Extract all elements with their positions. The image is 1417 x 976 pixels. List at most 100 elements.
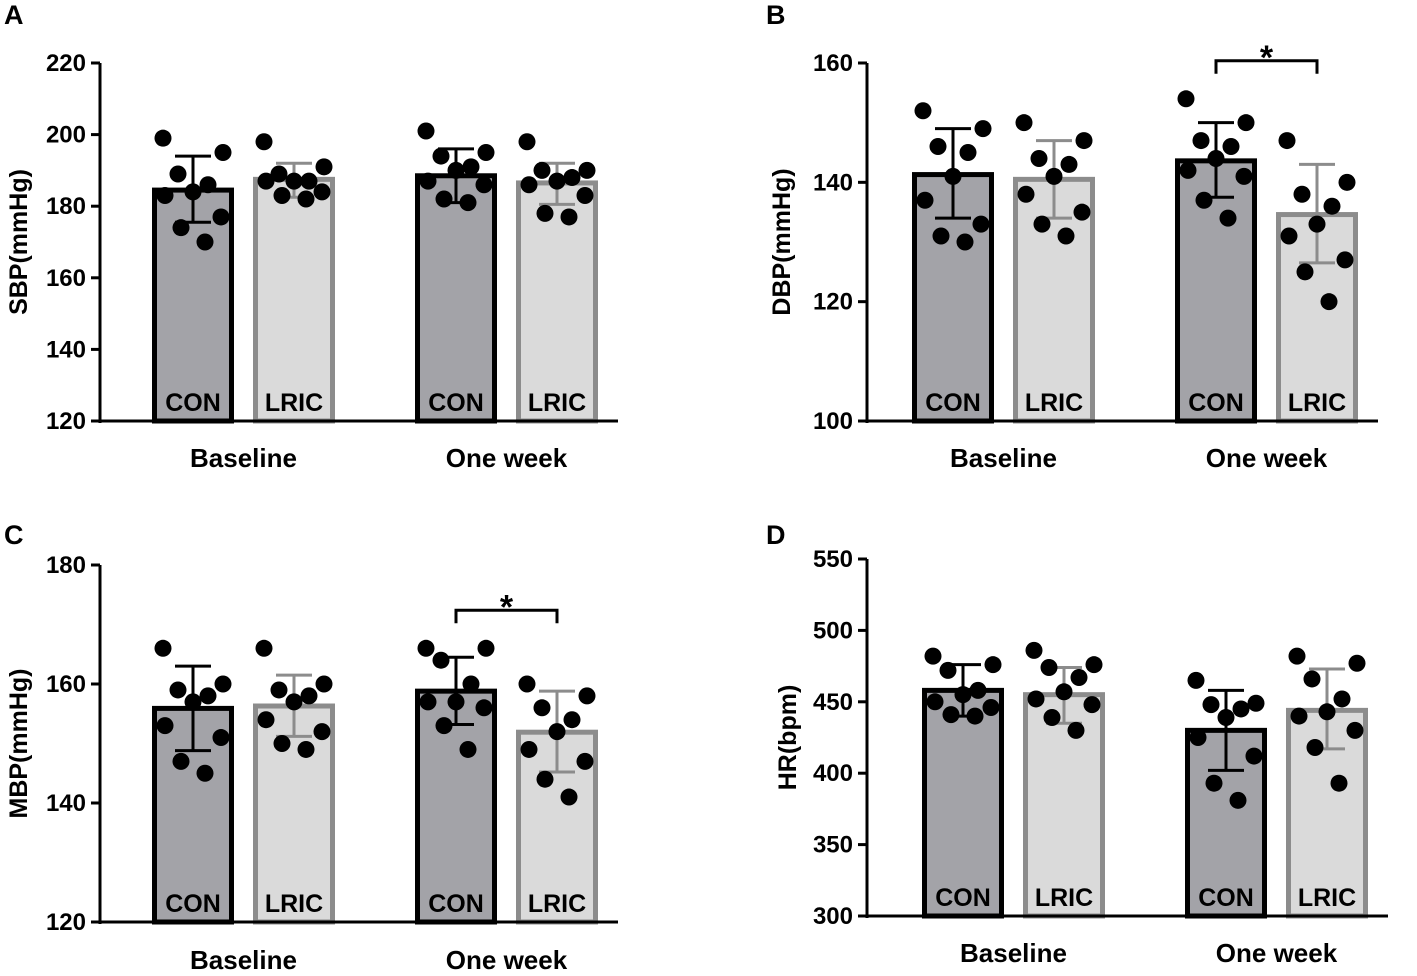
data-point [313,723,331,741]
data-point [1027,690,1045,708]
data-point [548,172,566,190]
data-point [1025,641,1043,659]
y-axis-title: MBP(mmHg) [5,669,33,819]
data-point [212,729,230,747]
data-point [1205,774,1223,792]
data-point [184,693,202,711]
bar-label-con: CON [1188,389,1244,417]
x-group-label-baseline: Baseline [960,938,1067,968]
data-point [1177,90,1195,108]
data-point [435,717,453,735]
y-tick-label: 180 [46,193,86,220]
y-tick-label: 350 [813,832,853,859]
data-point [462,158,480,176]
data-point [315,675,333,693]
data-point [1245,747,1263,765]
y-tick-label: 500 [813,617,853,644]
data-point [1057,227,1075,245]
x-group-label-one-week: One week [1206,443,1328,473]
y-tick-label: 160 [46,671,86,698]
data-point [1070,669,1088,687]
data-point [475,176,493,194]
data-point [257,711,275,729]
data-point [1318,703,1336,721]
y-tick-label: 140 [46,790,86,817]
significance-star: * [1260,39,1274,77]
data-point [477,144,495,161]
data-point [1288,647,1306,665]
panel-letter-a: A [4,0,24,30]
y-tick-label: 300 [813,903,853,930]
data-point [956,233,974,251]
data-point [477,639,495,657]
data-point [419,693,437,711]
data-point [156,186,174,204]
data-point [984,656,1002,674]
data-point [533,699,551,717]
data-point [196,764,214,782]
bar-label-lric: LRIC [1025,389,1083,417]
y-tick-label: 140 [46,336,86,363]
bar-label-con: CON [428,890,484,918]
panel-b: B DBP(mmHg) 100 120 140 160 CON LRIC CON LRIC Base… [766,0,1378,473]
data-point [1247,694,1265,712]
data-point [214,144,232,161]
y-axis-title: DBP(mmHg) [768,168,796,315]
data-point [419,172,437,190]
x-group-label-baseline: Baseline [950,443,1057,473]
panel-c: C MBP(mmHg) 120 140 160 180 CON LRIC CON LRIC Base… [4,520,618,975]
bar [516,180,598,424]
data-point [1308,215,1326,233]
data-point [533,161,551,179]
data-point [196,233,214,251]
data-point [536,770,554,788]
data-point [462,675,480,693]
data-point [1043,709,1061,727]
y-tick-label: 100 [813,408,853,435]
data-point [1067,721,1085,739]
panel-letter-d: D [766,520,786,550]
data-point [1040,659,1058,677]
data-point [154,129,172,147]
data-point [1015,114,1033,132]
data-point [959,144,977,161]
data-point [536,204,554,222]
data-point [300,172,318,190]
data-point [966,707,984,725]
data-point [1290,707,1308,725]
data-point [459,194,477,212]
data-point [1083,696,1101,714]
data-point [1235,167,1253,185]
data-point [199,176,217,194]
data-point [942,706,960,724]
data-point [1336,251,1354,269]
y-tick-label: 400 [813,760,853,787]
data-point [172,752,190,770]
data-point [548,723,566,741]
data-point [954,686,972,704]
y-tick-label: 140 [813,169,853,196]
data-point [563,711,581,729]
data-point [1346,721,1364,739]
y-tick-label: 180 [46,552,86,579]
bar-label-lric: LRIC [265,890,323,918]
data-point [255,133,273,151]
data-point [1189,729,1207,746]
data-point [1202,696,1220,714]
data-point [1073,203,1091,221]
y-tick-label: 160 [46,265,86,292]
bar [253,176,335,424]
data-point [285,172,303,190]
data-point [916,191,934,209]
data-point [1017,185,1035,203]
data-point [432,147,450,165]
data-point [184,183,202,201]
data-point [576,752,594,770]
data-point [199,687,217,705]
data-point [563,169,581,187]
data-point [255,639,273,657]
data-point [1333,690,1351,708]
data-point [1303,670,1321,688]
y-tick-label: 220 [46,50,86,77]
data-point [1030,149,1048,167]
